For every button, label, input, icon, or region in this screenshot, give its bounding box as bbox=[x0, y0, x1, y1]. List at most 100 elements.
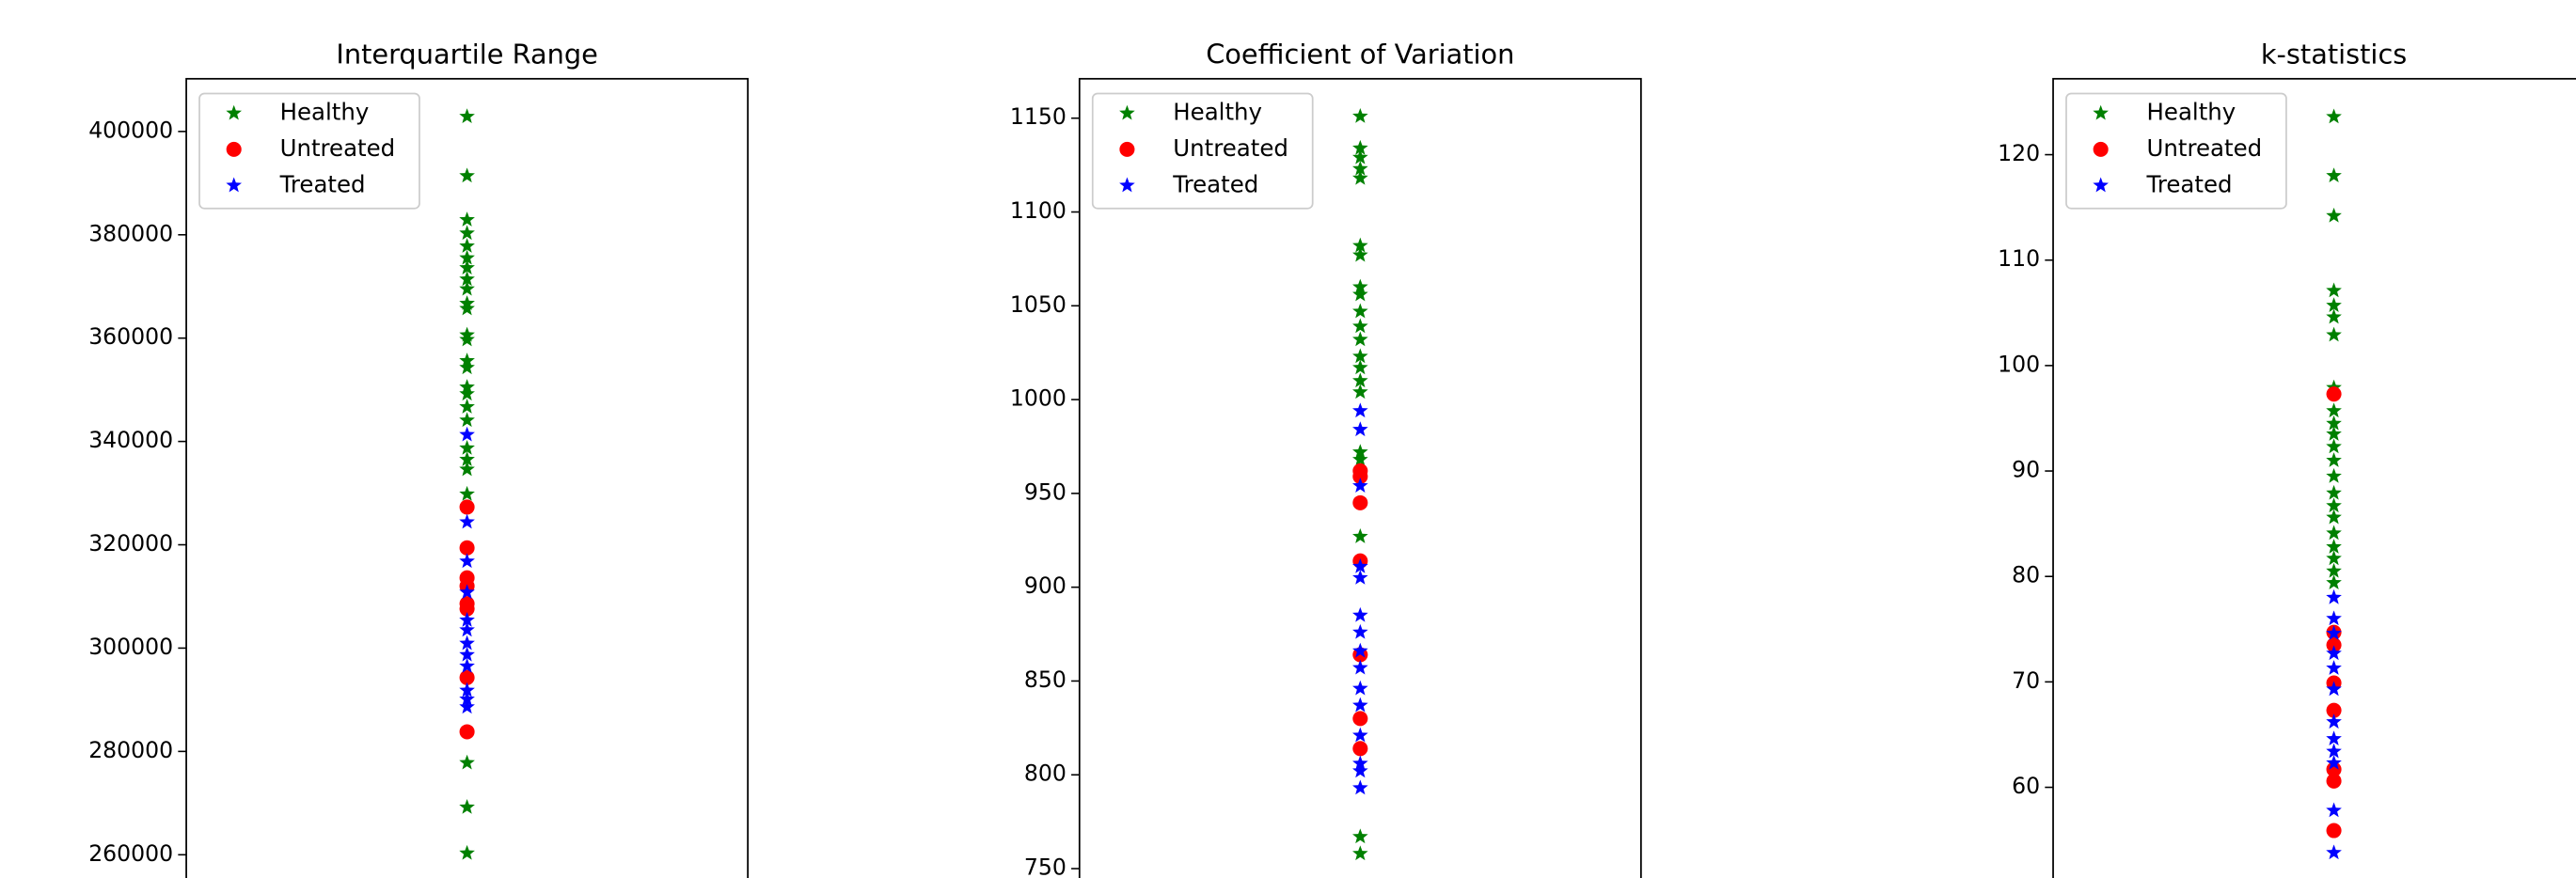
data-point bbox=[1352, 557, 1368, 573]
y-tick-label: 360000 bbox=[88, 323, 173, 350]
y-tick-label: 1150 bbox=[1010, 103, 1067, 130]
data-point bbox=[459, 412, 475, 428]
data-point bbox=[459, 426, 475, 442]
data-point bbox=[1352, 727, 1368, 743]
y-tick-label: 400000 bbox=[88, 117, 173, 143]
data-point bbox=[2326, 167, 2342, 183]
data-point bbox=[459, 300, 475, 316]
data-point bbox=[1352, 741, 1368, 757]
chart-title: Interquartile Range bbox=[336, 38, 598, 70]
data-point bbox=[1352, 623, 1368, 639]
legend-marker bbox=[2093, 141, 2109, 157]
data-point bbox=[1352, 160, 1368, 176]
data-point bbox=[459, 225, 475, 241]
data-point bbox=[1352, 169, 1368, 185]
data-point bbox=[2326, 386, 2342, 402]
data-point bbox=[2326, 574, 2342, 590]
data-point bbox=[1352, 711, 1368, 727]
data-point bbox=[1352, 451, 1368, 466]
data-point bbox=[1352, 149, 1368, 165]
legend-marker bbox=[1119, 104, 1135, 120]
data-point bbox=[459, 682, 475, 698]
data-point bbox=[2326, 326, 2342, 342]
data-point bbox=[2326, 550, 2342, 566]
legend-marker bbox=[1119, 177, 1135, 193]
data-point bbox=[2326, 610, 2342, 626]
data-point bbox=[1352, 246, 1368, 262]
data-point bbox=[1352, 303, 1368, 319]
data-point bbox=[2326, 452, 2342, 467]
legend-marker bbox=[1119, 141, 1135, 157]
data-point bbox=[459, 698, 475, 714]
data-point bbox=[1352, 680, 1368, 696]
legend-label: Untreated bbox=[1173, 134, 1288, 162]
data-point bbox=[2326, 660, 2342, 675]
data-point bbox=[2326, 402, 2342, 418]
data-point bbox=[2326, 681, 2342, 697]
data-point bbox=[1352, 359, 1368, 375]
legend-label: Healthy bbox=[1173, 98, 1262, 125]
data-point bbox=[1352, 278, 1368, 294]
data-point bbox=[1352, 331, 1368, 347]
data-point bbox=[1352, 421, 1368, 437]
data-point bbox=[1352, 372, 1368, 388]
data-point bbox=[459, 451, 475, 466]
legend-box bbox=[2065, 92, 2287, 210]
y-tick-label: 90 bbox=[2012, 457, 2040, 483]
data-point bbox=[2326, 539, 2342, 554]
data-point bbox=[1352, 659, 1368, 675]
data-point bbox=[2326, 562, 2342, 578]
data-point bbox=[1352, 468, 1368, 484]
data-point bbox=[1352, 779, 1368, 795]
data-point bbox=[2326, 844, 2342, 860]
legend: Healthy Untreated Treated bbox=[2065, 92, 2287, 210]
y-tick-label: 70 bbox=[2012, 667, 2040, 694]
data-point bbox=[2326, 415, 2342, 431]
data-point bbox=[459, 646, 475, 662]
legend-box bbox=[198, 92, 420, 210]
data-point bbox=[2326, 761, 2342, 777]
data-point bbox=[459, 691, 475, 706]
y-tick-label: 120 bbox=[1998, 140, 2040, 166]
data-point bbox=[2326, 497, 2342, 513]
legend-label: Treated bbox=[279, 170, 366, 197]
legend-marker bbox=[2093, 104, 2109, 120]
axes-frame bbox=[2052, 77, 2576, 878]
data-point bbox=[459, 499, 475, 515]
y-tick-label: 260000 bbox=[88, 840, 173, 867]
data-point bbox=[459, 167, 475, 183]
legend-marker bbox=[226, 141, 242, 157]
data-point bbox=[459, 238, 475, 253]
data-point bbox=[459, 399, 475, 414]
data-point bbox=[459, 657, 475, 673]
data-point bbox=[1352, 755, 1368, 771]
y-tick-label: 380000 bbox=[88, 220, 173, 246]
legend-marker bbox=[226, 104, 243, 120]
data-point bbox=[459, 621, 475, 637]
y-tick-label: 750 bbox=[1024, 854, 1067, 878]
data-point bbox=[1352, 444, 1368, 460]
data-point bbox=[2326, 467, 2342, 483]
legend: Healthy Untreated Treated bbox=[1091, 92, 1314, 210]
data-point bbox=[1352, 642, 1368, 658]
data-point bbox=[459, 513, 475, 529]
data-point bbox=[459, 385, 475, 401]
legend-label: Untreated bbox=[2147, 134, 2263, 162]
data-point bbox=[459, 724, 475, 740]
y-tick-label: 320000 bbox=[88, 530, 173, 557]
legend-label: Untreated bbox=[280, 134, 396, 162]
data-point bbox=[459, 798, 475, 814]
data-point bbox=[1352, 318, 1368, 334]
data-point bbox=[2326, 588, 2342, 604]
chart-title: k-statistics bbox=[2261, 38, 2407, 70]
data-point bbox=[1352, 237, 1368, 253]
data-point bbox=[459, 612, 475, 627]
legend-marker bbox=[2093, 177, 2109, 193]
axes-frame bbox=[185, 77, 750, 878]
data-point bbox=[2326, 773, 2342, 789]
data-point bbox=[2326, 426, 2342, 441]
data-point bbox=[2326, 713, 2342, 729]
data-point bbox=[459, 485, 475, 501]
data-point bbox=[2326, 282, 2342, 298]
